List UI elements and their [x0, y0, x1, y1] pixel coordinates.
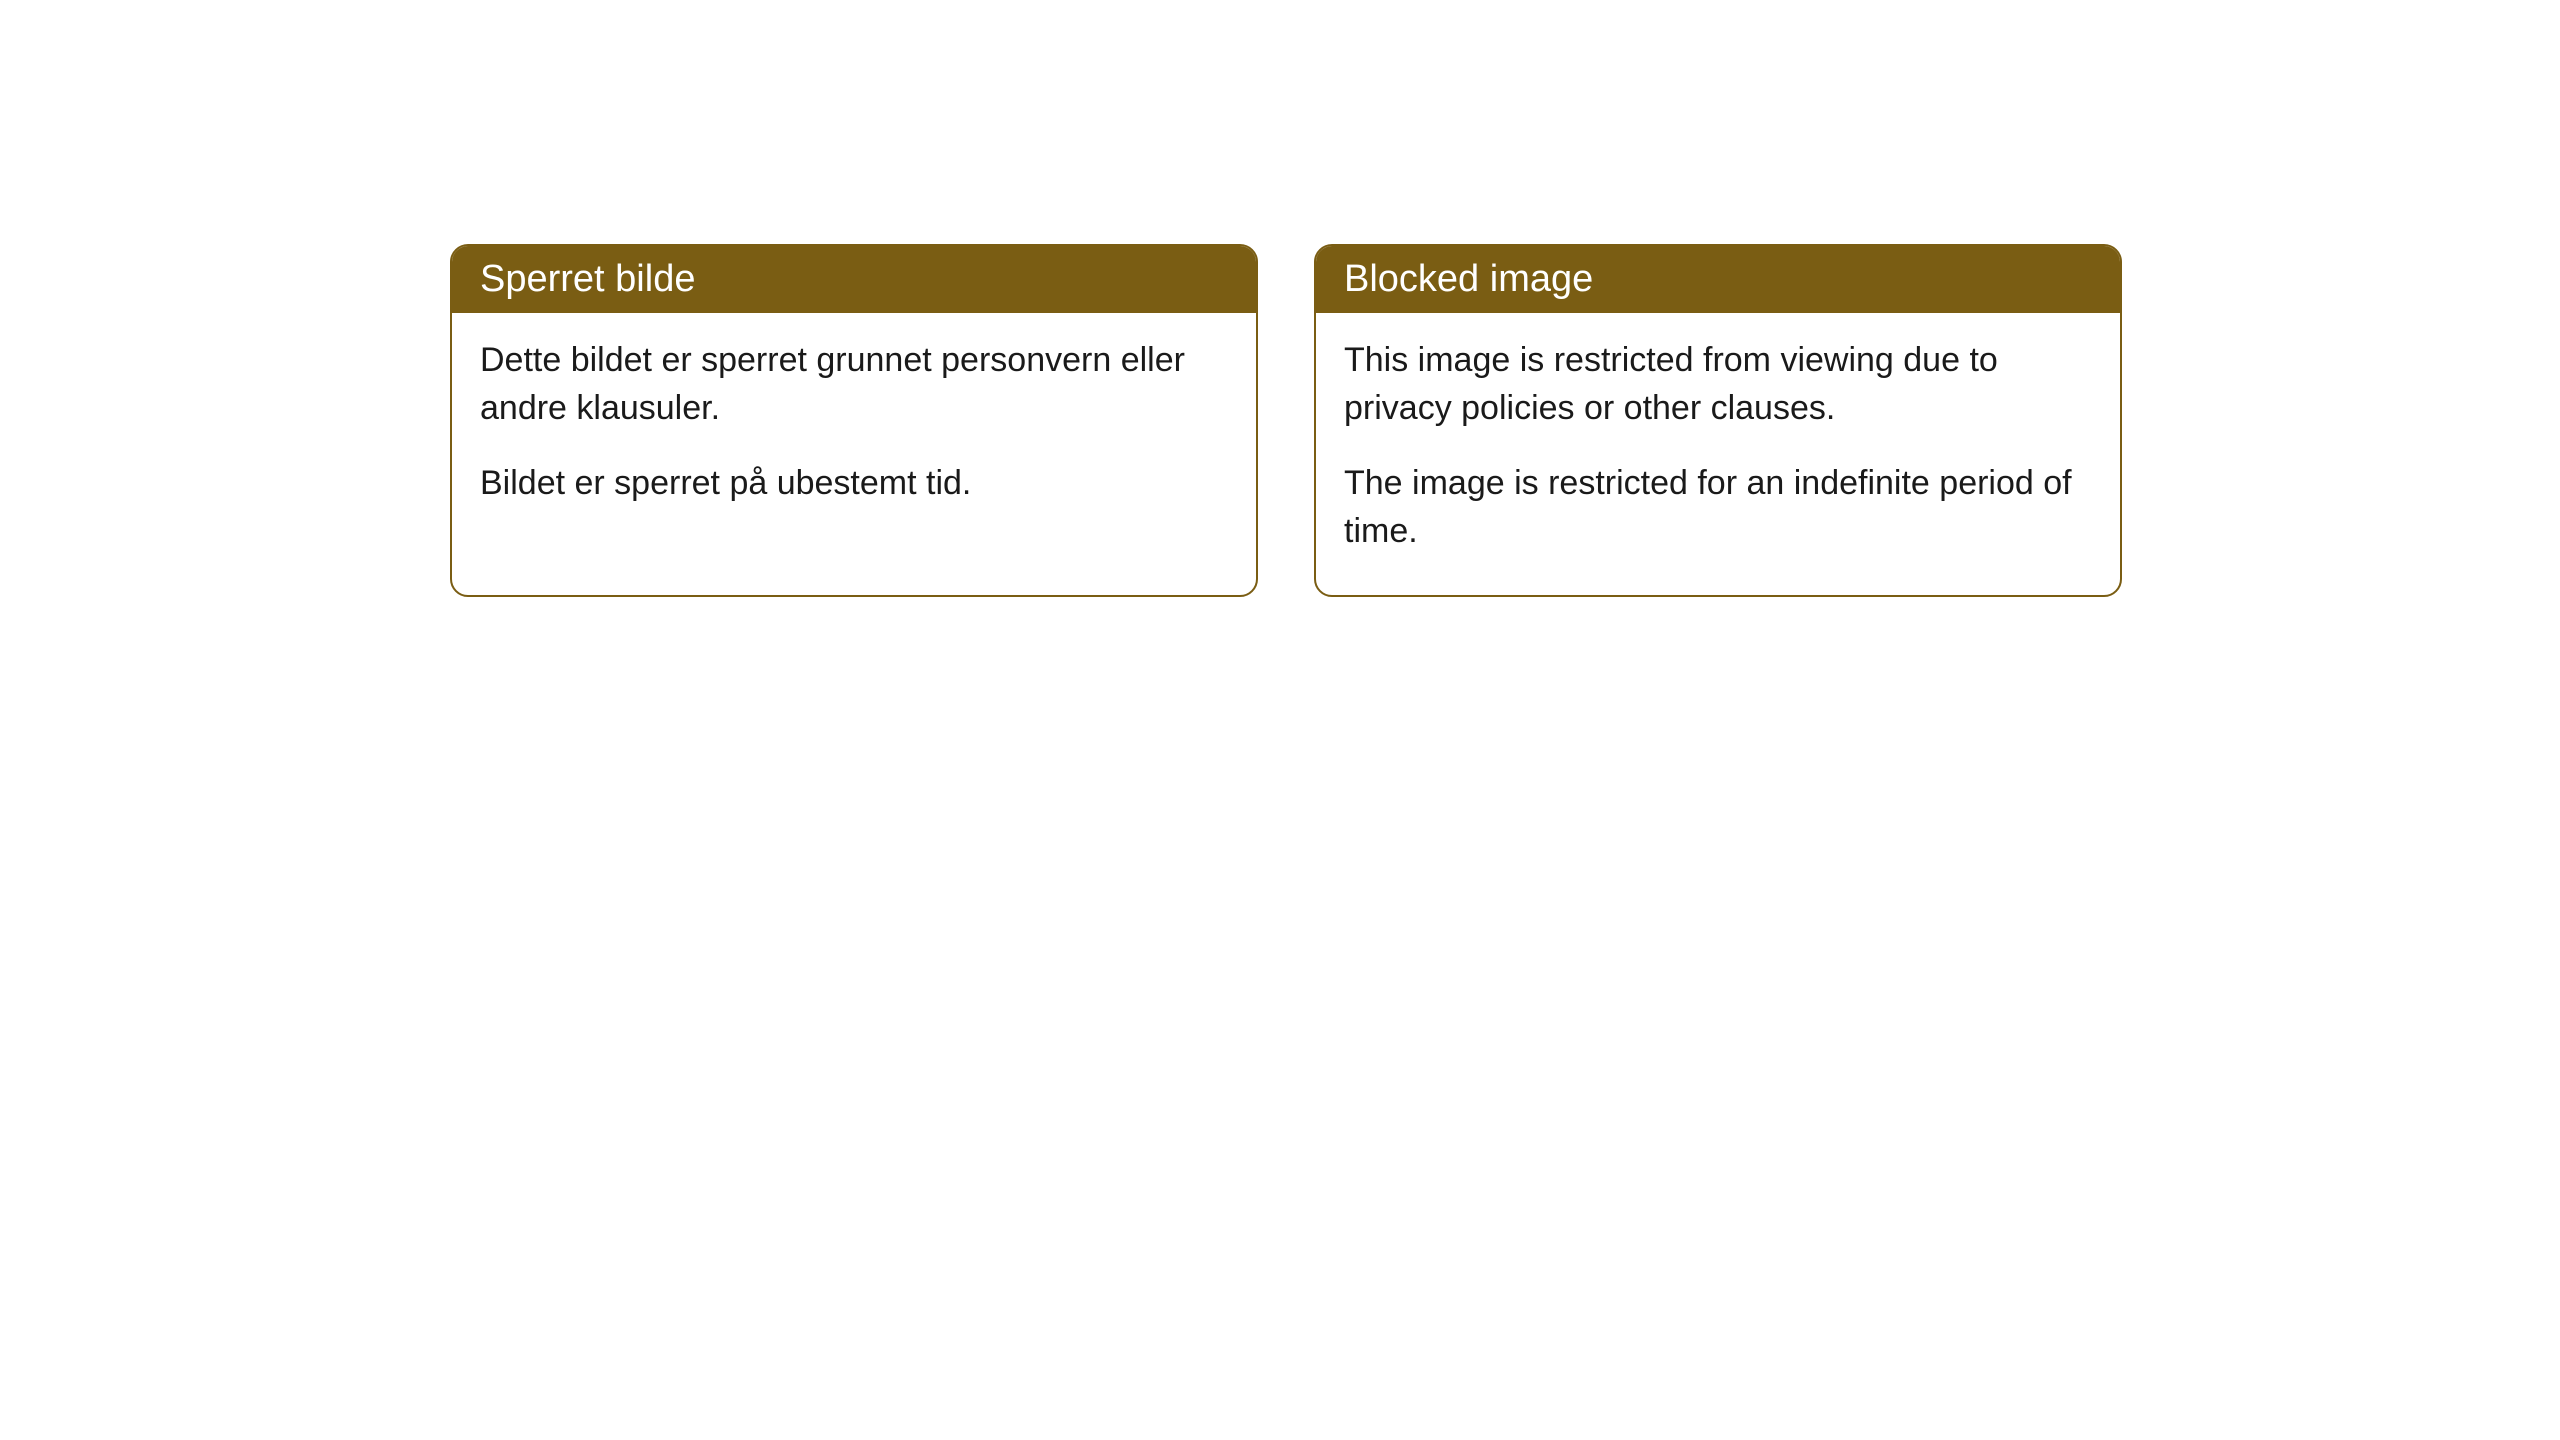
card-title-no: Sperret bilde	[480, 258, 695, 300]
blocked-image-card-en: Blocked image This image is restricted f…	[1314, 244, 2122, 597]
card-header-en: Blocked image	[1316, 246, 2120, 313]
card-paragraph-en-1: This image is restricted from viewing du…	[1344, 337, 2092, 432]
card-body-no: Dette bildet er sperret grunnet personve…	[452, 313, 1256, 548]
card-title-en: Blocked image	[1344, 258, 1593, 300]
notice-cards-container: Sperret bilde Dette bildet er sperret gr…	[450, 244, 2122, 597]
card-body-en: This image is restricted from viewing du…	[1316, 313, 2120, 595]
card-paragraph-no-2: Bildet er sperret på ubestemt tid.	[480, 460, 1228, 508]
blocked-image-card-no: Sperret bilde Dette bildet er sperret gr…	[450, 244, 1258, 597]
card-paragraph-no-1: Dette bildet er sperret grunnet personve…	[480, 337, 1228, 432]
card-header-no: Sperret bilde	[452, 246, 1256, 313]
card-paragraph-en-2: The image is restricted for an indefinit…	[1344, 460, 2092, 555]
